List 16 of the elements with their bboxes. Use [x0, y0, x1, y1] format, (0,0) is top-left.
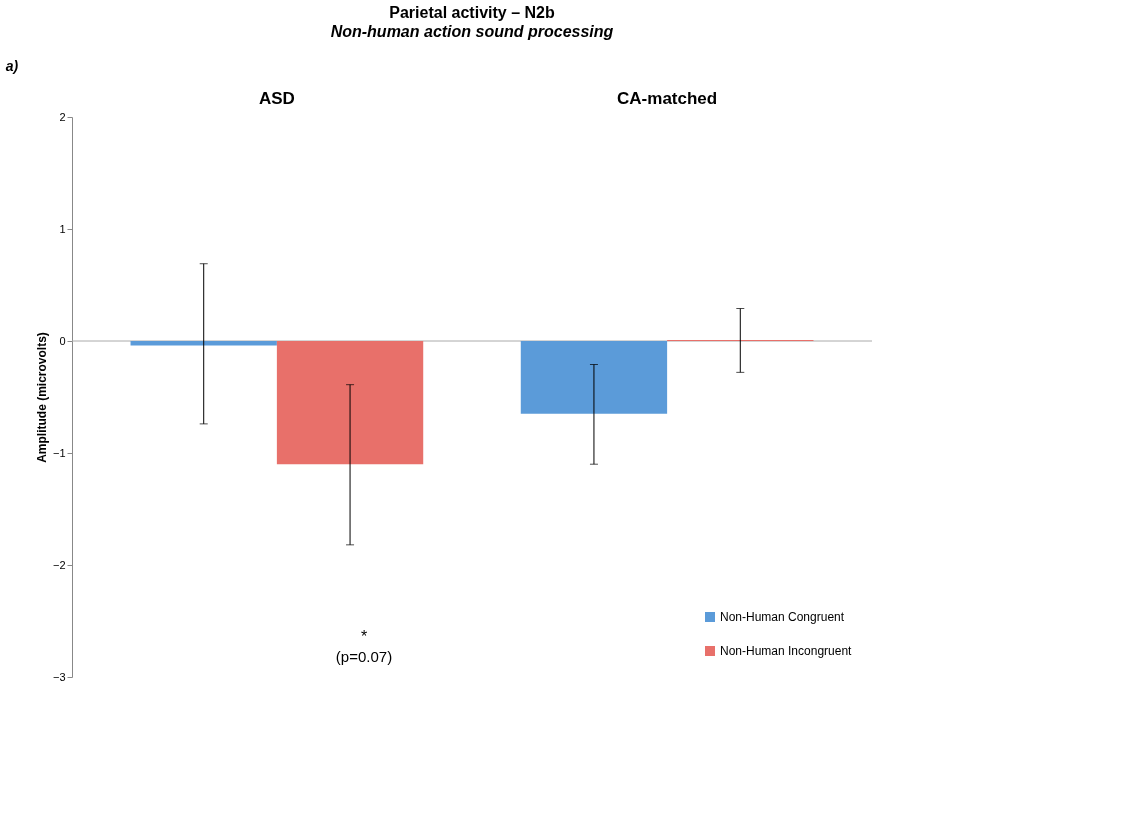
y-tick-label: −2	[52, 558, 66, 571]
y-tick-label: −3	[52, 670, 66, 683]
legend-label: Non-Human Incongruent	[720, 644, 853, 658]
y-tick-label: −1	[52, 446, 66, 459]
x-tick-label: CA-matched	[617, 88, 718, 108]
y-tick-label: 1	[59, 222, 66, 235]
x-tick-label: ASD	[258, 88, 295, 108]
text: a)	[5, 58, 19, 74]
chart-title: Parietal activity – N2b	[389, 4, 555, 21]
y-axis-title: Amplitude (microvolts)	[34, 332, 49, 463]
y-tick-label: 0	[59, 334, 66, 347]
legend-label: Non-Human Congruent	[720, 610, 845, 624]
annotation: *	[360, 628, 368, 645]
y-tick-label: 2	[59, 110, 66, 123]
annotation: (p=0.07)	[335, 648, 393, 665]
chart-subtitle: Non-human action sound processing	[330, 23, 614, 40]
